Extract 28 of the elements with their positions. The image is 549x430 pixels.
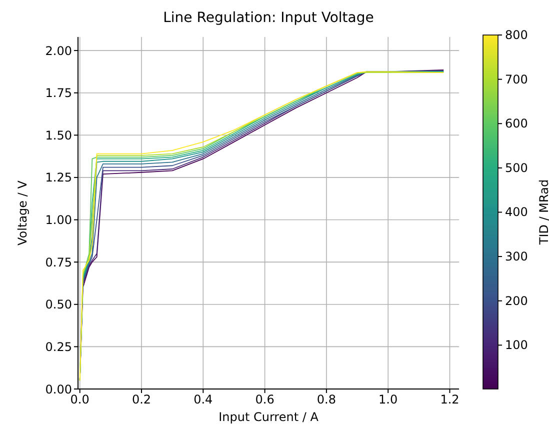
y-tick-label: 0.00	[45, 382, 72, 396]
color-bar-label: 500	[505, 160, 528, 175]
color-bar-label: 300	[505, 250, 528, 264]
x-tick-label: 0.4	[194, 392, 213, 407]
color-bar-label: 800	[505, 28, 528, 42]
y-tick-label: 0.50	[45, 298, 72, 312]
y-tick-label: 1.75	[45, 86, 72, 100]
chart-title: Line Regulation: Input Voltage	[162, 10, 375, 26]
y-tick-label: 1.25	[45, 170, 72, 185]
color-bar-label: 200	[505, 294, 528, 308]
x-tick-label: 1.0	[378, 392, 398, 407]
y-tick-label: 0.75	[45, 255, 72, 270]
x-tick-label: 0.0	[70, 392, 90, 407]
x-tick-label: 1.2	[440, 392, 460, 407]
color-bar-title: TID / MRad	[537, 179, 549, 246]
color-bar-label: 600	[505, 116, 528, 131]
y-tick-label: 0.25	[45, 340, 72, 354]
y-tick-label: 1.50	[45, 128, 72, 142]
x-tick-label: 0.2	[132, 392, 152, 407]
y-axis-title: Voltage / V	[15, 180, 30, 246]
color-bar-label: 700	[505, 72, 528, 86]
y-tick-label: 2.00	[45, 44, 72, 58]
color-bar-label: 100	[505, 338, 528, 352]
y-tick-label: 1.00	[45, 213, 72, 228]
x-tick-label: 0.6	[255, 392, 274, 407]
x-tick-label: 0.8	[316, 392, 336, 407]
x-axis-title: Input Current / A	[218, 410, 320, 424]
color-bar-label: 400	[505, 205, 528, 220]
